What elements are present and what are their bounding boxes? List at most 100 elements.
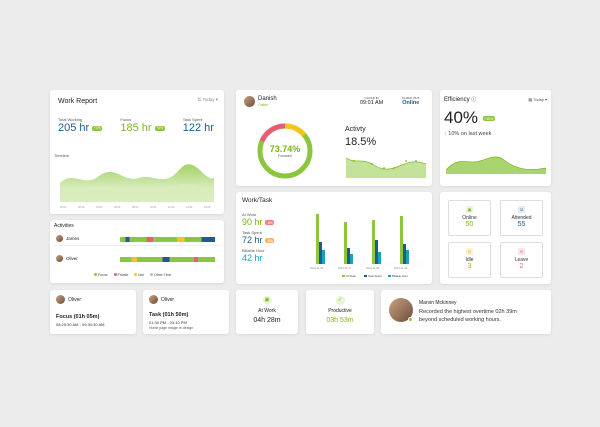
tile-leave[interactable]: ⊖ Leave 2: [500, 242, 543, 278]
timeline-label: Timeline: [54, 153, 69, 158]
stat-billable-hour: Billable Hour 42 hr: [242, 248, 274, 263]
tile-value: 3: [467, 263, 472, 270]
activity-row-james: James: [54, 234, 220, 246]
user-status: Online: [258, 103, 269, 107]
svg-text:00:00: 00:00: [60, 206, 67, 209]
activities-title: Activities: [54, 223, 74, 229]
efficiency-delta-text: 10% on last week: [448, 131, 492, 137]
activity-row-oliver: Oliver: [54, 254, 220, 266]
bar-group-1: [316, 214, 325, 264]
leave-icon: ⊖: [518, 248, 525, 255]
activities-card: Activities James Oliver Focus Private Id…: [50, 220, 224, 283]
at-work-label: At Work: [258, 308, 276, 314]
efficiency-title-text: Efficiency: [444, 97, 470, 103]
stat-value: 72 hr: [242, 235, 263, 245]
legend-label: Other Time: [154, 273, 172, 277]
stat-total-working: Total Working 205 hr +3%: [58, 117, 103, 134]
focus-percent: 73.74%: [269, 144, 301, 154]
svg-text:10:00: 10:00: [150, 206, 157, 209]
work-report-filter[interactable]: ⇅ Today ▾: [197, 97, 218, 102]
efficiency-card: Efficiency ⓘ ▦ Today ▾ 40% +15% ↑ 10% on…: [440, 90, 551, 186]
clock-out-value: Online: [402, 100, 420, 106]
productive-value: 03h 53m: [326, 317, 354, 324]
info-icon: ⓘ: [471, 97, 477, 103]
legend-item-focus: Focus: [94, 273, 108, 277]
oliver-task-card: Oliver Task (01h 50m) 01:30 PM - 03:10 P…: [143, 290, 229, 334]
stat-task-spent: Task Spent 122 hr: [183, 117, 214, 134]
tile-online[interactable]: ▣ Online 50: [448, 200, 491, 236]
avatar: [149, 295, 158, 304]
stat-value: 122 hr: [182, 122, 214, 134]
stat-label: Task Spent: [242, 230, 262, 235]
person-name: Oliver: [161, 297, 175, 303]
attended-icon: ☑: [518, 206, 525, 213]
legend-label: Private: [117, 273, 129, 277]
bar-group-2: [344, 222, 353, 264]
tile-idle[interactable]: ◷ Idle 3: [448, 242, 491, 278]
focus-label: Focused: [278, 154, 292, 158]
stat-badge: -5%: [265, 238, 275, 244]
task-title: Task (01h 50m): [149, 312, 189, 318]
task-time: 01:30 PM - 03:10 PM: [149, 320, 187, 325]
svg-text:02:00: 02:00: [78, 206, 85, 209]
person-name: Oliver: [66, 256, 78, 261]
filter-label: Today: [533, 97, 544, 102]
briefcase-icon: ▣: [262, 296, 272, 305]
legend-label: Focus: [97, 273, 108, 277]
activities-legend: Focus Private Idle Other Time: [94, 273, 171, 277]
work-task-stats: At Work 90 hr -5% Task Spent 72 hr -5% B…: [242, 212, 275, 263]
productive-label: Productive: [328, 308, 352, 314]
legend-label: Billable Hour: [392, 274, 408, 278]
stat-badge: +3%: [154, 125, 165, 131]
legend-label: Task Spent: [368, 274, 382, 278]
arrow-up-icon: ↑: [444, 131, 447, 137]
efficiency-filter[interactable]: ▦ Today ▾: [528, 97, 547, 102]
clock-in-label: CLOCK IN: [364, 96, 379, 100]
marvin-name: Marvin Mckinney: [419, 300, 457, 306]
stat-value: 42 hr: [242, 253, 263, 263]
timeline-chart: 00:00 02:00 04:00 06:00 08:00 10:00 12:00 14:00…: [60, 164, 214, 209]
bar-group-3: [372, 220, 381, 264]
tile-attended[interactable]: ☑ Attended 55: [500, 200, 543, 236]
legend-item-idle: Idle: [134, 273, 144, 277]
filter-icon: ⇅: [197, 97, 202, 102]
work-task-title: Work/Task: [242, 197, 273, 204]
stat-label: At Work: [242, 212, 257, 217]
tile-label: Attended: [511, 215, 532, 221]
date-label: 2021-11-16: [310, 266, 324, 270]
date-label: 2021-11-17: [338, 266, 352, 270]
clock-in-value: 09:01 AM: [360, 100, 384, 106]
svg-text:16:00: 16:00: [204, 206, 211, 209]
date-label: 2021-11-18: [366, 266, 380, 270]
efficiency-title: Efficiency ⓘ: [444, 96, 476, 103]
stat-badge: +3%: [92, 125, 103, 131]
online-icon: ▣: [466, 206, 473, 213]
avatar: [56, 255, 63, 262]
calendar-icon: ▦: [528, 97, 533, 102]
focus-donut: [257, 123, 313, 179]
tile-value: 50: [465, 221, 474, 228]
tile-value: 55: [517, 221, 526, 228]
person-name: James: [66, 236, 80, 241]
legend-label: At Work: [346, 274, 356, 278]
efficiency-value: 40% +15%: [444, 108, 495, 128]
stat-label: Total Working: [58, 117, 83, 122]
bar-group-4: [400, 216, 409, 264]
tile-label: Idle: [465, 257, 474, 263]
activity-value: 18.5%: [345, 136, 377, 148]
person-name: Oliver: [68, 297, 82, 303]
work-task-chart: 2021-11-16 2021-11-17 2021-11-18 2021-11…: [306, 214, 422, 278]
efficiency-badge: +15%: [482, 116, 495, 122]
avatar: [56, 235, 63, 242]
activity-bar: [120, 257, 215, 262]
check-circle-icon: ✓: [335, 296, 345, 305]
stat-value: 205 hr: [58, 122, 90, 134]
date-label: 2021-11-19: [394, 266, 408, 270]
stat-value: 185 hr: [120, 122, 152, 134]
stat-task-spent: Task Spent 72 hr -5%: [242, 230, 275, 245]
focus-time: 08:25:30 AM - 09:30:30 AM: [56, 322, 105, 327]
legend-label: Idle: [138, 273, 145, 277]
svg-text:12:00: 12:00: [168, 206, 175, 209]
legend-item-private: Private: [113, 273, 129, 277]
svg-text:08:00: 08:00: [132, 206, 139, 209]
